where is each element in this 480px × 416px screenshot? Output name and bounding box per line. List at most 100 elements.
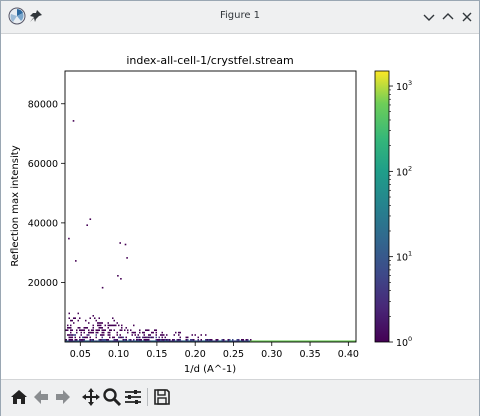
matplotlib-icon[interactable]	[8, 7, 26, 25]
heatmap-cell	[262, 340, 264, 342]
heatmap-cell	[118, 324, 120, 327]
heatmap-cell	[137, 334, 139, 336]
heatmap-cell	[229, 339, 231, 341]
close-icon[interactable]	[459, 9, 475, 25]
heatmap-cell	[215, 339, 217, 341]
heatmap-cell	[124, 339, 126, 341]
heatmap-cell	[110, 340, 112, 342]
heatmap-cell	[125, 336, 127, 339]
heatmap-cell	[125, 340, 127, 342]
heatmap-cell	[206, 339, 208, 341]
heatmap-cell	[92, 339, 94, 341]
heatmap-cell	[137, 340, 139, 342]
heatmap-cell	[67, 324, 69, 327]
maximize-chevron-up-icon[interactable]	[440, 9, 456, 25]
x-tick-label: 0.25	[223, 349, 244, 360]
home-icon[interactable]	[9, 387, 29, 407]
heatmap-cell	[107, 334, 109, 336]
heatmap-cell	[241, 339, 243, 341]
heatmap-cell	[136, 340, 138, 342]
heatmap-cell	[305, 340, 307, 342]
heatmap-cell	[151, 336, 153, 339]
heatmap-cell	[107, 327, 109, 329]
heatmap-cell	[116, 334, 118, 336]
chart-title: index-all-cell-1/crystfel.stream	[126, 54, 293, 67]
heatmap-cell	[331, 340, 333, 342]
heatmap-cell	[188, 340, 190, 342]
heatmap-cell	[103, 340, 105, 342]
heatmap-cell	[112, 324, 114, 327]
heatmap-cell	[148, 329, 150, 331]
x-tick-label: 0.30	[261, 349, 282, 360]
heatmap-cell	[215, 340, 217, 342]
heatmap-cell	[68, 340, 70, 342]
colorbar-tick-label: 10	[396, 338, 408, 349]
heatmap-cell	[179, 339, 181, 341]
heatmap-cell	[127, 331, 129, 334]
heatmap-cell	[107, 340, 109, 342]
heatmap-cell	[139, 340, 141, 342]
heatmap-cell	[134, 331, 136, 334]
heatmap-cell	[133, 324, 135, 327]
heatmap-cell	[347, 340, 349, 342]
heatmap-cell	[211, 340, 213, 342]
heatmap-cell	[187, 336, 189, 339]
heatmap-cell	[77, 340, 79, 342]
heatmap-cell	[269, 340, 271, 342]
heatmap-cell	[71, 340, 73, 342]
heatmap-cell	[107, 339, 109, 341]
heatmap-cell	[79, 336, 81, 339]
y-axis-label: Reflection max intensity	[10, 145, 21, 266]
heatmap-cell	[88, 322, 90, 324]
heatmap-cell	[229, 340, 231, 342]
heatmap-cell	[80, 339, 82, 341]
heatmap-cell	[101, 336, 103, 339]
heatmap-cell	[86, 336, 88, 339]
pin-icon[interactable]	[29, 9, 43, 23]
heatmap-cell	[152, 340, 154, 342]
heatmap-cell	[328, 340, 330, 342]
heatmap-cell	[155, 336, 157, 339]
heatmap-cell	[176, 340, 178, 342]
heatmap-cell	[127, 340, 129, 342]
heatmap-cell	[343, 340, 345, 342]
heatmap-outlier	[120, 278, 122, 280]
heatmap-cell	[143, 336, 145, 339]
zoom-magnifier-icon[interactable]	[102, 387, 122, 407]
heatmap-cell	[134, 340, 136, 342]
heatmap-cell	[284, 340, 286, 342]
save-floppy-icon[interactable]	[152, 387, 172, 407]
heatmap-cell	[119, 329, 121, 331]
heatmap-cell	[140, 339, 142, 341]
heatmap-cell	[88, 334, 90, 336]
heatmap-cell	[211, 339, 213, 341]
minimize-chevron-down-icon[interactable]	[421, 9, 437, 25]
heatmap-cell	[124, 340, 126, 342]
heatmap-cell	[250, 340, 252, 342]
heatmap-cell	[169, 339, 171, 341]
heatmap-cell	[95, 336, 97, 339]
colorbar-tick-label: 10	[396, 82, 408, 93]
heatmap-cell	[95, 334, 97, 336]
heatmap-cell	[110, 329, 112, 331]
heatmap-cell	[214, 340, 216, 342]
heatmap-cell	[233, 340, 235, 342]
heatmap-cell	[190, 339, 192, 341]
heatmap-cell	[95, 329, 97, 331]
heatmap-cell	[97, 324, 99, 327]
heatmap-cell	[98, 339, 100, 341]
heatmap-cell	[65, 339, 67, 341]
pan-move-icon[interactable]	[81, 387, 101, 407]
heatmap-cell	[337, 340, 339, 342]
heatmap-cell	[68, 339, 70, 341]
heatmap-cell	[278, 340, 280, 342]
heatmap-cell	[122, 339, 124, 341]
forward-arrow-icon[interactable]	[53, 387, 73, 407]
heatmap-cell	[100, 322, 102, 324]
colorbar-tick-exponent: 0	[408, 335, 412, 343]
figure-canvas[interactable]: 0.05 0.10 0.15 0.20 0.25 0.30 0.35 0.40 20000 40…	[1, 34, 479, 379]
heatmap-cell	[241, 340, 243, 342]
heatmap-outlier	[68, 237, 70, 240]
back-arrow-icon[interactable]	[31, 387, 51, 407]
configure-subplots-icon[interactable]	[123, 387, 143, 407]
